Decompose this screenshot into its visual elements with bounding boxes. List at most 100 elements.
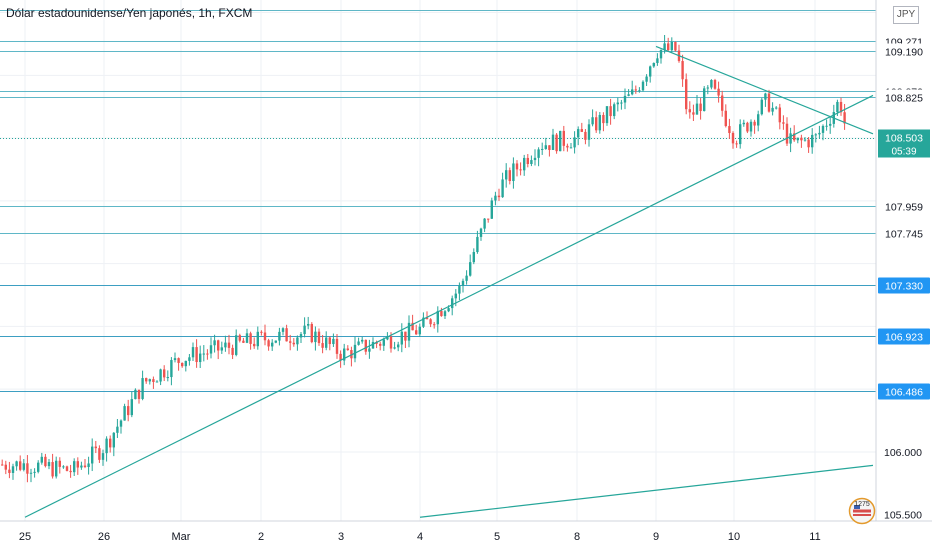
candle-body <box>695 103 699 115</box>
y-tick-label: 105.500 <box>884 510 922 522</box>
logo-icon: 1275 <box>848 497 876 525</box>
candle-body <box>631 89 634 95</box>
candle-body <box>371 341 375 349</box>
candle-body <box>638 90 641 92</box>
candle-body <box>760 99 763 115</box>
candle-body <box>191 347 195 358</box>
candle-body <box>436 310 439 325</box>
candle-body <box>289 341 292 343</box>
candle-body <box>425 317 429 320</box>
candle-body <box>800 137 803 141</box>
candle-body <box>317 331 321 344</box>
candle-body <box>487 218 490 220</box>
candle-body <box>634 89 637 91</box>
candle-body <box>764 93 767 100</box>
x-tick-label: 9 <box>653 531 659 543</box>
candle-body <box>130 399 133 416</box>
candle-body <box>559 130 562 152</box>
candle-body <box>490 200 493 219</box>
price-level-label: 109.190 <box>885 47 923 59</box>
candle-body <box>620 102 623 104</box>
candle-body <box>242 340 245 343</box>
candle-body <box>656 58 659 64</box>
candle-body <box>274 340 277 343</box>
candle-body <box>461 280 465 286</box>
candle-body <box>299 334 303 338</box>
x-tick-label: 11 <box>809 531 820 543</box>
candle-body <box>260 331 263 333</box>
x-tick-label: 25 <box>19 531 31 543</box>
candle-body <box>573 137 576 148</box>
candle-body <box>47 462 51 467</box>
candle-body <box>141 378 144 399</box>
candle-body <box>717 88 720 96</box>
x-tick-label: 2 <box>258 531 264 543</box>
candle-body <box>681 61 684 80</box>
candle-body <box>429 319 432 325</box>
candle-body <box>811 134 814 148</box>
last-price-label: 108.503 <box>885 133 923 145</box>
candle-body <box>667 43 670 51</box>
candle-body <box>37 462 40 472</box>
candle-body <box>562 130 565 146</box>
candle-body <box>721 95 724 111</box>
candle-body <box>220 347 223 351</box>
grid <box>0 0 876 521</box>
candle-body <box>224 342 227 348</box>
candle-body <box>526 157 529 165</box>
horizontal-levels <box>0 10 876 392</box>
candle-body <box>731 133 735 144</box>
candle-body <box>728 126 731 134</box>
candle-body <box>328 337 331 345</box>
candle-body <box>1 464 4 466</box>
candle-body <box>735 143 738 145</box>
candle-body <box>649 66 652 77</box>
candle-body <box>685 79 688 110</box>
price-level-label: 108.825 <box>885 93 923 105</box>
candle-body <box>692 112 695 115</box>
candle-body <box>4 464 7 470</box>
trendlines <box>24 45 874 518</box>
candle-body <box>515 163 519 170</box>
candle-body <box>814 134 817 136</box>
candle-body <box>173 358 177 361</box>
candle-body <box>11 466 15 473</box>
candle-body <box>148 379 151 382</box>
candle-body <box>332 338 335 345</box>
candle-body <box>69 470 72 473</box>
candle-body <box>598 114 601 131</box>
price-badges: 109.271109.190108.873108.825107.959107.7… <box>878 33 930 400</box>
candle-body <box>674 41 677 51</box>
candle-body <box>281 328 285 332</box>
candle-body <box>155 381 159 383</box>
currency-badge[interactable]: JPY <box>893 6 919 24</box>
candle-body <box>836 101 839 113</box>
candle-body <box>199 353 202 363</box>
candle-body <box>775 107 778 109</box>
candle-body <box>137 389 141 399</box>
candle-body <box>357 341 360 345</box>
candle-body <box>217 340 220 351</box>
candle-body <box>555 134 558 152</box>
candle-body <box>591 117 594 125</box>
candle-body <box>267 340 270 347</box>
candle-body <box>253 343 256 347</box>
candle-body <box>235 335 238 355</box>
candle-body <box>195 347 198 363</box>
candle-body <box>166 377 169 379</box>
candle-body <box>789 133 792 144</box>
candle-body <box>793 133 796 141</box>
candle-body <box>206 353 209 355</box>
candle-body <box>105 438 108 454</box>
candle-body <box>627 94 630 96</box>
candle-body <box>379 343 382 346</box>
candle-body <box>127 406 130 416</box>
candle-body <box>343 348 346 361</box>
candle-body <box>796 137 799 141</box>
candle-body <box>393 347 396 349</box>
candle-body <box>397 344 400 348</box>
candle-body <box>710 79 713 88</box>
candle-body <box>422 317 425 327</box>
candle-body <box>368 348 371 352</box>
